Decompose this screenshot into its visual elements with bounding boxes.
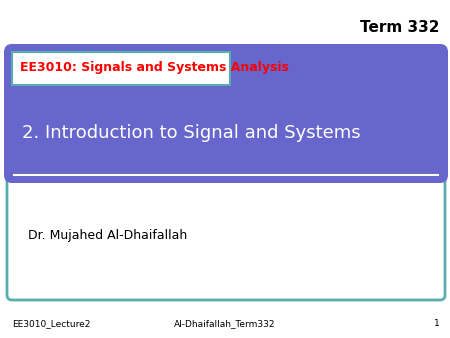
Text: 2. Introduction to Signal and Systems: 2. Introduction to Signal and Systems: [22, 124, 360, 142]
Bar: [12, 52, 62, 175]
Text: Term 332: Term 332: [360, 20, 440, 35]
FancyBboxPatch shape: [7, 47, 445, 300]
Text: EE3010_Lecture2: EE3010_Lecture2: [12, 319, 90, 328]
Bar: [12, 52, 230, 85]
FancyBboxPatch shape: [12, 52, 230, 85]
Text: 1: 1: [434, 319, 440, 328]
FancyBboxPatch shape: [4, 44, 448, 183]
Text: Dr. Mujahed Al-Dhaifallah: Dr. Mujahed Al-Dhaifallah: [28, 228, 187, 241]
Text: EE3010: Signals and Systems Analysis: EE3010: Signals and Systems Analysis: [20, 62, 289, 74]
Text: Al-Dhaifallah_Term332: Al-Dhaifallah_Term332: [174, 319, 276, 328]
